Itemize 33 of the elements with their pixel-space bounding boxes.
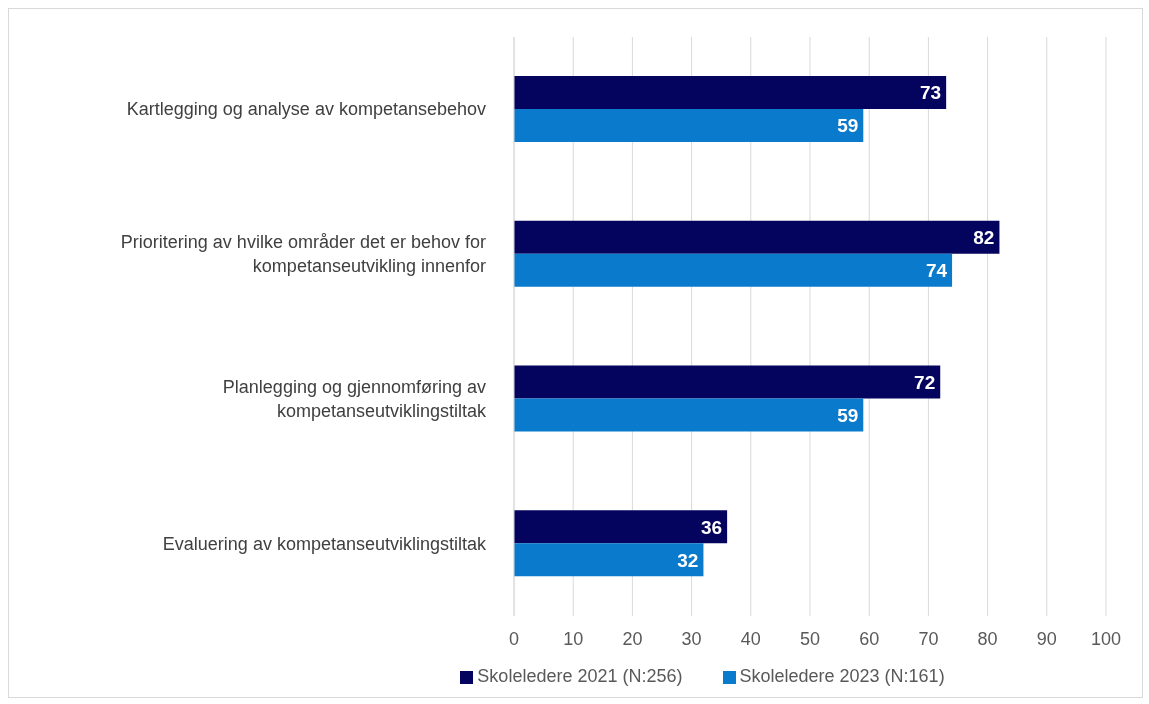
x-tick-label: 80	[977, 628, 998, 649]
y-tick-label: Evaluering av kompetanseutviklingstiltak	[162, 533, 487, 554]
bar	[514, 365, 941, 399]
x-tick-label: 0	[508, 628, 520, 649]
data-label: 82	[973, 227, 995, 249]
bar	[514, 76, 947, 110]
x-tick-label: 90	[1036, 628, 1057, 649]
x-tick-label: 20	[622, 628, 643, 649]
data-label: 59	[837, 404, 859, 426]
x-tick-label: 100	[1090, 628, 1122, 649]
bar	[514, 220, 1000, 254]
bar	[514, 253, 953, 287]
x-tick-label: 70	[918, 628, 939, 649]
data-label: 73	[920, 82, 942, 104]
data-label: 74	[925, 260, 948, 282]
x-tick-label: 30	[681, 628, 702, 649]
legend-label: Skoleledere 2023 (N:161)	[739, 666, 945, 686]
bar	[514, 510, 728, 544]
x-tick-label: 60	[859, 628, 880, 649]
x-tick-label: 10	[563, 628, 584, 649]
data-label: 32	[677, 549, 699, 571]
x-tick-label: 40	[740, 628, 761, 649]
x-tick-label: 50	[799, 628, 821, 649]
y-tick-label: Kartlegging og analyse av kompetansebehov	[126, 99, 486, 120]
data-label: 36	[700, 516, 723, 538]
bar	[514, 109, 864, 143]
data-label: 59	[837, 115, 859, 137]
y-tick-label: Prioritering av hvilke områder det er behov for kompetanseutvikling innenfor	[120, 232, 486, 277]
data-label: 72	[914, 371, 936, 393]
legend-label: Skoleledere 2021 (N:256)	[477, 666, 683, 686]
y-tick-label: Planlegging og gjennomføring av kompetanseutviklingstiltak	[222, 376, 487, 421]
bar	[514, 398, 864, 432]
bar	[514, 543, 704, 577]
